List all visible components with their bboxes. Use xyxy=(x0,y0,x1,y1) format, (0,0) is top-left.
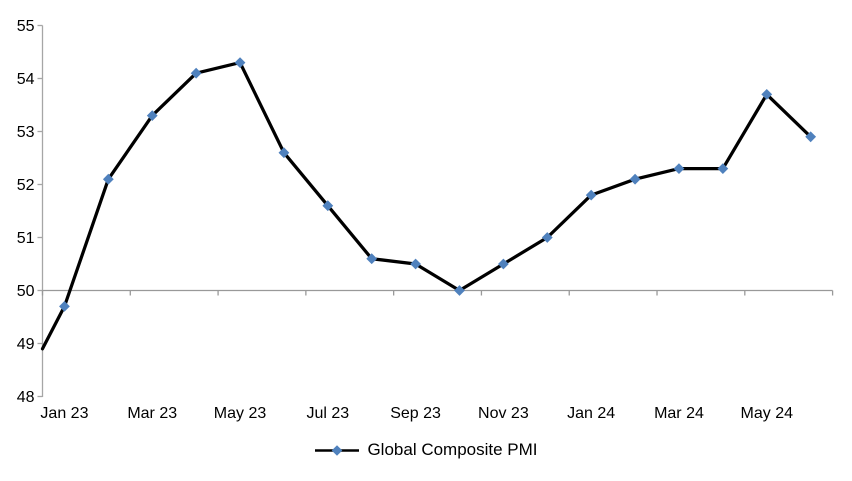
data-point-diamond-marker xyxy=(629,173,641,185)
data-point-diamond-marker xyxy=(717,163,729,174)
y-tick-label: 50 xyxy=(17,283,35,300)
data-point-diamond-marker xyxy=(278,147,290,159)
data-point-diamond-marker xyxy=(585,189,597,201)
chart-legend: Global Composite PMI xyxy=(0,440,852,460)
pmi-series-line xyxy=(40,60,813,351)
y-tick-label: 55 xyxy=(17,18,35,35)
x-tick-label: Mar 23 xyxy=(127,405,177,422)
x-tick-label: Jan 24 xyxy=(567,405,615,422)
legend-series-marker-icon xyxy=(315,445,360,456)
data-point-diamond-marker xyxy=(322,200,334,212)
y-tick-label: 49 xyxy=(17,336,35,353)
data-point-diamond-marker xyxy=(410,258,422,270)
x-tick-label: Jan 23 xyxy=(40,405,88,422)
data-point-diamond-marker xyxy=(234,57,246,68)
x-tick-label: Sep 23 xyxy=(390,405,441,422)
y-tick-label: 51 xyxy=(17,230,35,247)
data-point-diamond-marker xyxy=(497,258,509,270)
y-tick-label: 48 xyxy=(17,389,35,406)
x-tick-label: Mar 24 xyxy=(654,405,704,422)
data-point-diamond-marker xyxy=(673,163,685,174)
data-point-diamond-marker xyxy=(541,232,553,243)
data-point-diamond-marker xyxy=(59,301,70,312)
x-tick-label: Jul 23 xyxy=(306,405,349,422)
y-tick-label: 52 xyxy=(17,177,35,194)
x-tick-label: Nov 23 xyxy=(478,405,529,422)
data-point-diamond-marker xyxy=(805,131,817,143)
data-point-diamond-marker xyxy=(366,253,378,265)
data-point-diamond-marker xyxy=(190,67,202,79)
x-tick-label: May 23 xyxy=(214,405,267,422)
y-tick-label: 53 xyxy=(17,124,35,141)
y-tick-label: 54 xyxy=(17,71,35,88)
data-point-diamond-marker xyxy=(146,110,158,121)
data-point-diamond-marker xyxy=(761,89,773,100)
data-point-diamond-marker xyxy=(454,285,465,296)
x-tick-label: May 24 xyxy=(741,405,794,422)
data-point-diamond-marker xyxy=(102,173,114,185)
legend-label: Global Composite PMI xyxy=(367,440,538,459)
legend-diamond-marker-icon xyxy=(332,445,343,456)
